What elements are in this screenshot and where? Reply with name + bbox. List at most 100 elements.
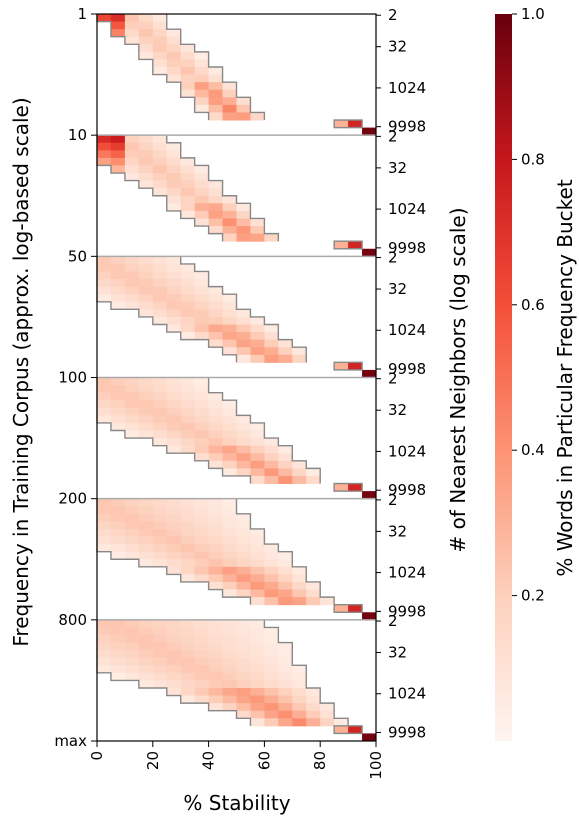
heatmap-cell <box>110 286 126 295</box>
heatmap-cell <box>236 665 251 674</box>
heatmap-cell <box>138 506 154 515</box>
heatmap-cell <box>194 400 210 409</box>
heatmap-cell <box>124 642 140 651</box>
heatmap-cell <box>292 354 307 363</box>
heatmap-cell <box>208 574 224 583</box>
heatmap-cell <box>166 150 182 159</box>
heatmap-cell <box>138 665 154 674</box>
heatmap-cell <box>222 339 237 348</box>
heatmap-cell <box>138 142 154 151</box>
heatmap-cell <box>110 634 126 644</box>
heatmap-cell <box>180 430 196 439</box>
heatmap-cell <box>180 415 196 424</box>
heatmap-cell <box>264 589 279 598</box>
heatmap-cell <box>320 710 335 719</box>
heatmap-cell <box>152 422 168 432</box>
heatmap-cell <box>152 634 168 644</box>
heatmap-cell <box>110 551 126 560</box>
heatmap-cell <box>208 438 224 447</box>
heatmap-cell <box>124 14 140 23</box>
heatmap-cell <box>236 528 251 538</box>
heatmap-cell <box>250 551 265 560</box>
heatmap-cell <box>124 528 140 538</box>
heatmap-cell <box>124 150 140 159</box>
heatmap-cell <box>138 309 154 318</box>
heatmap-cell <box>152 294 168 303</box>
heatmap-cell <box>250 597 265 606</box>
heatmap-cell <box>152 506 168 515</box>
colorbar-tick-label: 0.2 <box>521 587 545 605</box>
heatmap-cell <box>194 566 210 575</box>
x-axis-title: % Stability <box>183 791 290 815</box>
heatmap-cell <box>278 574 293 583</box>
heatmap-cell <box>208 188 224 197</box>
heatmap-cell <box>97 665 112 674</box>
heatmap-cell <box>138 544 154 553</box>
heatmap-cell <box>222 460 237 469</box>
heatmap-cell <box>292 687 307 697</box>
heatmap-cell <box>264 453 279 462</box>
heatmap-cell <box>124 422 140 432</box>
heatmap-cell <box>152 188 168 197</box>
heatmap-cell <box>250 468 265 477</box>
heatmap-cell <box>362 127 377 136</box>
heatmap-cell <box>222 703 237 712</box>
heatmap-cell <box>222 695 237 704</box>
heatmap-cell <box>278 339 293 348</box>
x-tick-label: 40 <box>200 751 218 770</box>
heatmap-cell <box>110 165 126 174</box>
heatmap-cell <box>97 513 112 522</box>
heatmap-cell <box>236 445 251 454</box>
heatmap-cell <box>236 430 251 439</box>
heatmap-cell <box>264 650 279 659</box>
heatmap-cell <box>292 710 307 719</box>
heatmap-cell <box>236 233 251 242</box>
heatmap-cell <box>180 188 196 197</box>
heatmap-cell <box>110 422 126 432</box>
heatmap-cell <box>236 687 251 697</box>
heatmap-cell <box>278 475 293 485</box>
heatmap-cell <box>124 521 140 530</box>
right-tick-label: 32 <box>388 522 407 540</box>
heatmap-cell <box>166 506 182 515</box>
heatmap-cell <box>208 544 224 553</box>
heatmap-cell <box>97 377 112 386</box>
heatmap-cell <box>236 581 251 591</box>
heatmap-cell <box>264 581 279 591</box>
heatmap-cell <box>264 324 279 333</box>
heatmap-cell <box>250 665 265 674</box>
heatmap-cell <box>264 657 279 666</box>
heatmap-cell <box>138 407 154 416</box>
heatmap-cell <box>166 324 182 333</box>
heatmap-cell <box>152 672 168 681</box>
heatmap-cell <box>152 498 168 507</box>
heatmap-cell <box>334 604 349 613</box>
heatmap-cell <box>166 294 182 303</box>
heatmap-cell <box>348 604 363 613</box>
heatmap-cell <box>152 271 168 280</box>
heatmap-cell <box>166 286 182 295</box>
heatmap-cell <box>194 165 210 174</box>
heatmap-cell <box>110 14 126 23</box>
heatmap-cell <box>180 44 196 53</box>
heatmap-cell <box>110 650 126 659</box>
heatmap-cell <box>222 415 237 424</box>
heatmap-cell <box>97 634 112 644</box>
heatmap-cell <box>222 589 237 598</box>
heatmap-cell <box>166 415 182 424</box>
heatmap-cell <box>292 468 307 477</box>
heatmap-cell <box>208 400 224 409</box>
heatmap-cell <box>208 430 224 439</box>
x-tick-label: 60 <box>255 751 273 770</box>
heatmap-cell <box>138 301 154 310</box>
heatmap-cell <box>124 173 140 182</box>
heatmap-cell <box>222 672 237 681</box>
heatmap-cell <box>124 271 140 280</box>
heatmap-cell <box>124 263 140 272</box>
heatmap-cell <box>152 392 168 401</box>
heatmap-cell <box>222 445 237 454</box>
right-tick-label: 32 <box>388 38 407 56</box>
heatmap-cell <box>292 695 307 704</box>
x-tick-label: 100 <box>367 751 385 780</box>
heatmap-cell <box>222 453 237 462</box>
